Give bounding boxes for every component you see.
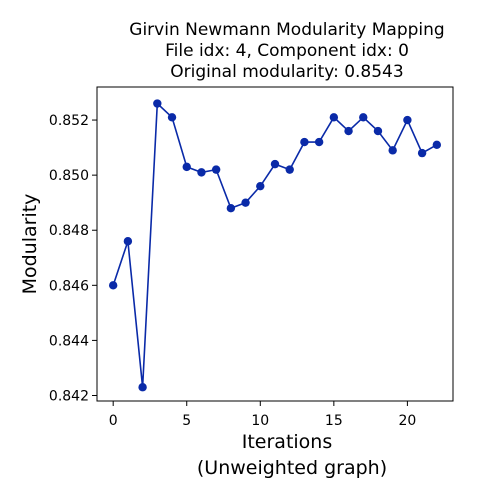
data-point: [153, 99, 162, 108]
data-point: [314, 137, 324, 147]
y-tick-label: 0.842: [49, 388, 89, 404]
chart-title: Girvin Newmann Modularity Mapping File i…: [129, 20, 444, 82]
plot-area-frame: [96, 86, 454, 402]
x-tick-label: 0: [109, 413, 118, 429]
data-point: [403, 115, 412, 125]
x-tick-label: 5: [182, 413, 191, 429]
data-point: [182, 162, 191, 172]
title-line-3: Original modularity: 0.8543: [170, 62, 403, 82]
x-tick-label: 20: [398, 413, 416, 429]
data-point: [285, 165, 294, 174]
y-axis-label: Modularity: [19, 194, 41, 295]
series-line: [112, 101, 438, 388]
series-layer: [108, 99, 442, 392]
data-point: [108, 281, 118, 290]
title-line-2: File idx: 4, Component idx: 0: [165, 41, 409, 61]
data-point: [123, 237, 133, 246]
data-point: [359, 113, 368, 122]
data-point: [226, 203, 236, 213]
y-tick-label: 0.852: [49, 113, 89, 129]
y-axis: 0.842 0.844 0.846 0.848 0.850 0.852: [49, 113, 97, 404]
x-axis-label-line-2: (Unweighted graph): [197, 457, 387, 479]
data-point: [373, 126, 383, 136]
data-point: [241, 198, 250, 207]
data-point: [138, 383, 147, 392]
y-tick-label: 0.844: [49, 333, 89, 349]
y-tick-label: 0.850: [49, 168, 89, 184]
data-point: [388, 146, 397, 155]
data-point: [300, 137, 309, 147]
data-point: [417, 148, 427, 158]
x-axis: 0 5 10 15 20: [109, 401, 416, 429]
data-point: [270, 159, 280, 169]
data-point: [432, 140, 442, 150]
title-line-1: Girvin Newmann Modularity Mapping: [129, 20, 444, 40]
x-tick-label: 15: [325, 413, 343, 429]
y-tick-label: 0.848: [49, 223, 89, 239]
data-point: [256, 181, 265, 191]
data-point: [211, 165, 221, 174]
y-tick-label: 0.846: [49, 278, 89, 294]
data-point: [344, 126, 353, 136]
x-axis-label-line-1: Iterations: [242, 431, 333, 453]
data-point: [329, 113, 339, 122]
data-point: [167, 113, 177, 122]
data-point: [197, 168, 206, 177]
x-tick-label: 10: [251, 413, 269, 429]
